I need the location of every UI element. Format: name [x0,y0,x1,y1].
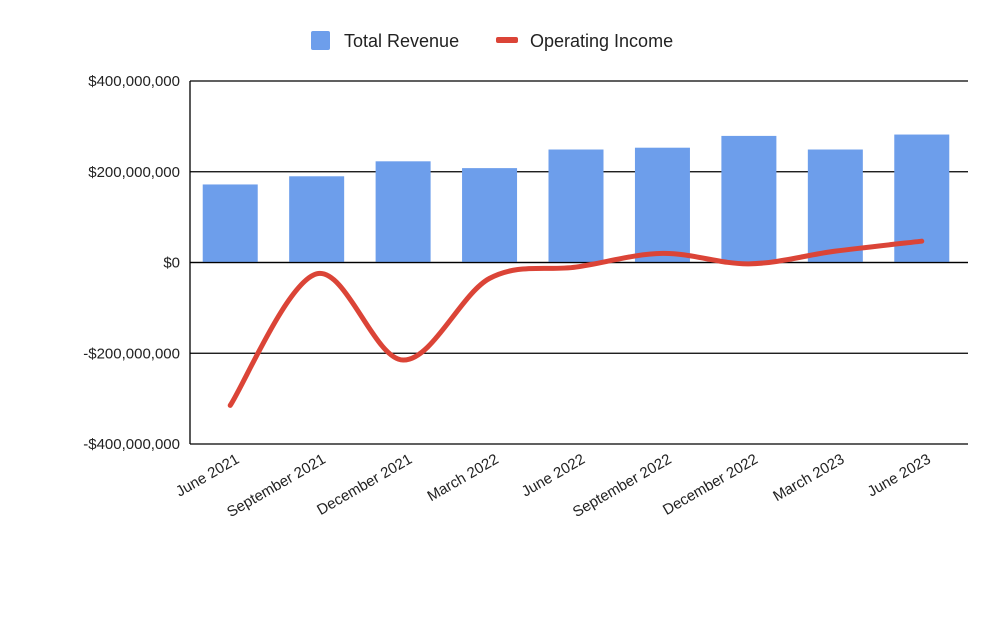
legend-label-operating-income: Operating Income [530,31,673,51]
y-tick-label: -$400,000,000 [83,436,180,453]
bar-total-revenue [376,161,431,262]
line-operating-income [230,241,922,405]
x-tick-label: March 2023 [770,451,847,505]
bar-total-revenue [462,168,517,262]
bar-total-revenue [808,150,863,263]
legend-swatch-operating-income [496,37,518,43]
bar-total-revenue [635,148,690,263]
x-tick-label: December 2021 [314,451,415,519]
legend-label-total-revenue: Total Revenue [344,31,459,51]
bar-total-revenue [549,150,604,263]
y-tick-label: $200,000,000 [88,164,180,181]
x-tick-label: June 2023 [865,451,934,501]
bar-total-revenue [289,176,344,262]
legend: Total Revenue Operating Income [311,31,673,51]
line-series-operating-income [230,241,922,405]
y-tick-label: $400,000,000 [88,73,180,90]
x-tick-label: December 2022 [660,451,761,519]
bar-total-revenue [203,184,258,262]
y-tick-label: -$200,000,000 [83,345,180,362]
x-tick-label: June 2022 [519,451,588,501]
bar-total-revenue [721,136,776,263]
y-axis: $400,000,000 $200,000,000 $0 -$200,000,000 -… [83,73,190,453]
legend-swatch-total-revenue [311,31,330,50]
bar-series-total-revenue [190,135,968,263]
x-tick-label: June 2021 [173,451,242,501]
x-tick-label: March 2022 [424,451,501,505]
y-tick-label: $0 [163,255,180,272]
